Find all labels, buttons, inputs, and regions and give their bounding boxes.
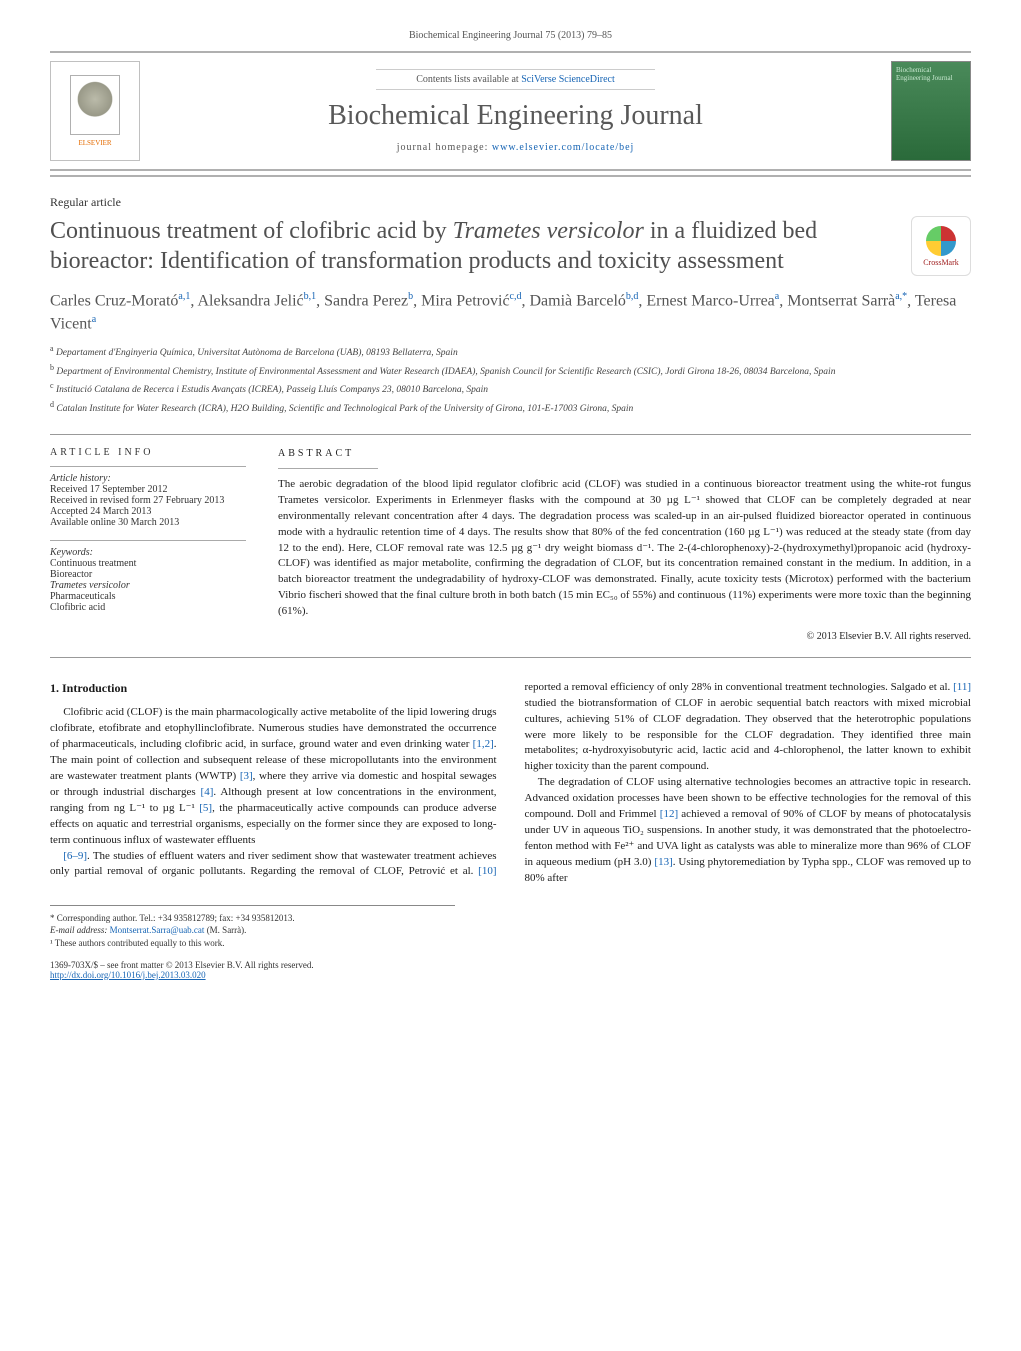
- history-item: Accepted 24 March 2013: [50, 506, 246, 517]
- equal-contribution-note: ¹ These authors contributed equally to t…: [50, 937, 455, 950]
- keywords-block: Keywords: Continuous treatmentBioreactor…: [50, 540, 246, 613]
- contents-available-line: Contents lists available at SciVerse Sci…: [376, 69, 655, 90]
- crossmark-icon: [926, 226, 956, 256]
- citation-link[interactable]: [4]: [201, 786, 214, 798]
- keyword-item: Pharmaceuticals: [50, 591, 246, 602]
- banner-center: Contents lists available at SciVerse Sci…: [154, 61, 877, 161]
- sciencedirect-link[interactable]: SciVerse ScienceDirect: [521, 74, 615, 85]
- info-abstract-row: article info Article history: Received 1…: [50, 434, 971, 657]
- citation-link[interactable]: [1,2]: [473, 738, 494, 750]
- citation-link[interactable]: [6–9]: [63, 850, 87, 862]
- history-item: Received in revised form 27 February 201…: [50, 495, 246, 506]
- citation-link[interactable]: [10]: [478, 865, 496, 877]
- section-1-head: 1. Introduction: [50, 680, 497, 697]
- doi-link[interactable]: http://dx.doi.org/10.1016/j.bej.2013.03.…: [50, 970, 206, 980]
- keyword-item: Clofibric acid: [50, 602, 246, 613]
- affiliation-item: c Institució Catalana de Recerca i Estud…: [50, 380, 971, 397]
- contents-prefix: Contents lists available at: [416, 74, 521, 85]
- keywords-label: Keywords:: [50, 547, 246, 558]
- corresponding-email-link[interactable]: Montserrat.Sarra@uab.cat: [110, 925, 205, 935]
- email-label: E-mail address:: [50, 925, 110, 935]
- body-paragraph-3: The degradation of CLOF using alternativ…: [525, 775, 972, 887]
- email-line: E-mail address: Montserrat.Sarra@uab.cat…: [50, 924, 455, 937]
- abstract-text: The aerobic degradation of the blood lip…: [278, 477, 971, 620]
- body-two-column: 1. Introduction Clofibric acid (CLOF) is…: [50, 680, 971, 887]
- history-item: Received 17 September 2012: [50, 484, 246, 495]
- corresponding-author-note: * Corresponding author. Tel.: +34 935812…: [50, 912, 455, 925]
- journal-homepage-line: journal homepage: www.elsevier.com/locat…: [397, 142, 635, 153]
- article-info-head: article info: [50, 447, 246, 458]
- elsevier-logo: ELSEVIER: [50, 61, 140, 161]
- history-item: Available online 30 March 2013: [50, 517, 246, 528]
- citation-link[interactable]: [5]: [199, 802, 212, 814]
- author-list: Carles Cruz-Moratóa,1, Aleksandra Jelićb…: [50, 290, 971, 335]
- citation-link[interactable]: [13]: [654, 856, 672, 868]
- citation-link[interactable]: [11]: [953, 681, 971, 693]
- homepage-prefix: journal homepage:: [397, 142, 492, 153]
- citation-link[interactable]: [3]: [240, 770, 253, 782]
- citation-link[interactable]: [12]: [660, 808, 678, 820]
- footnotes-block: * Corresponding author. Tel.: +34 935812…: [50, 905, 455, 950]
- crossmark-badge[interactable]: CrossMark: [911, 216, 971, 276]
- elsevier-tree-icon: [70, 75, 120, 135]
- running-head: Biochemical Engineering Journal 75 (2013…: [50, 30, 971, 41]
- keyword-item: Trametes versicolor: [50, 580, 246, 591]
- elsevier-label: ELSEVIER: [78, 139, 111, 147]
- affiliation-item: b Department of Environmental Chemistry,…: [50, 362, 971, 379]
- keyword-item: Continuous treatment: [50, 558, 246, 569]
- email-suffix: (M. Sarrà).: [204, 925, 246, 935]
- journal-banner: ELSEVIER Contents lists available at Sci…: [50, 51, 971, 171]
- abstract-column: abstract The aerobic degradation of the …: [260, 435, 971, 656]
- article-title: Continuous treatment of clofibric acid b…: [50, 216, 891, 276]
- journal-title: Biochemical Engineering Journal: [328, 100, 703, 132]
- body-paragraph-1: Clofibric acid (CLOF) is the main pharma…: [50, 705, 497, 848]
- history-label: Article history:: [50, 473, 111, 484]
- article-info-column: article info Article history: Received 1…: [50, 435, 260, 656]
- bottom-bar: 1369-703X/$ – see front matter © 2013 El…: [50, 960, 971, 980]
- keyword-item: Bioreactor: [50, 569, 246, 580]
- abstract-head: abstract: [278, 447, 378, 469]
- issn-line: 1369-703X/$ – see front matter © 2013 El…: [50, 960, 314, 970]
- journal-homepage-link[interactable]: www.elsevier.com/locate/bej: [492, 142, 634, 153]
- banner-bottom-rule: [50, 175, 971, 177]
- journal-cover-thumb: Biochemical Engineering Journal: [891, 61, 971, 161]
- article-history-block: Article history: Received 17 September 2…: [50, 466, 246, 528]
- affiliation-list: a Departament d'Enginyeria Química, Univ…: [50, 343, 971, 416]
- affiliation-item: a Departament d'Enginyeria Química, Univ…: [50, 343, 971, 360]
- abstract-copyright: © 2013 Elsevier B.V. All rights reserved…: [278, 630, 971, 645]
- affiliation-item: d Catalan Institute for Water Research (…: [50, 399, 971, 416]
- article-type: Regular article: [50, 195, 971, 210]
- crossmark-label: CrossMark: [923, 258, 959, 267]
